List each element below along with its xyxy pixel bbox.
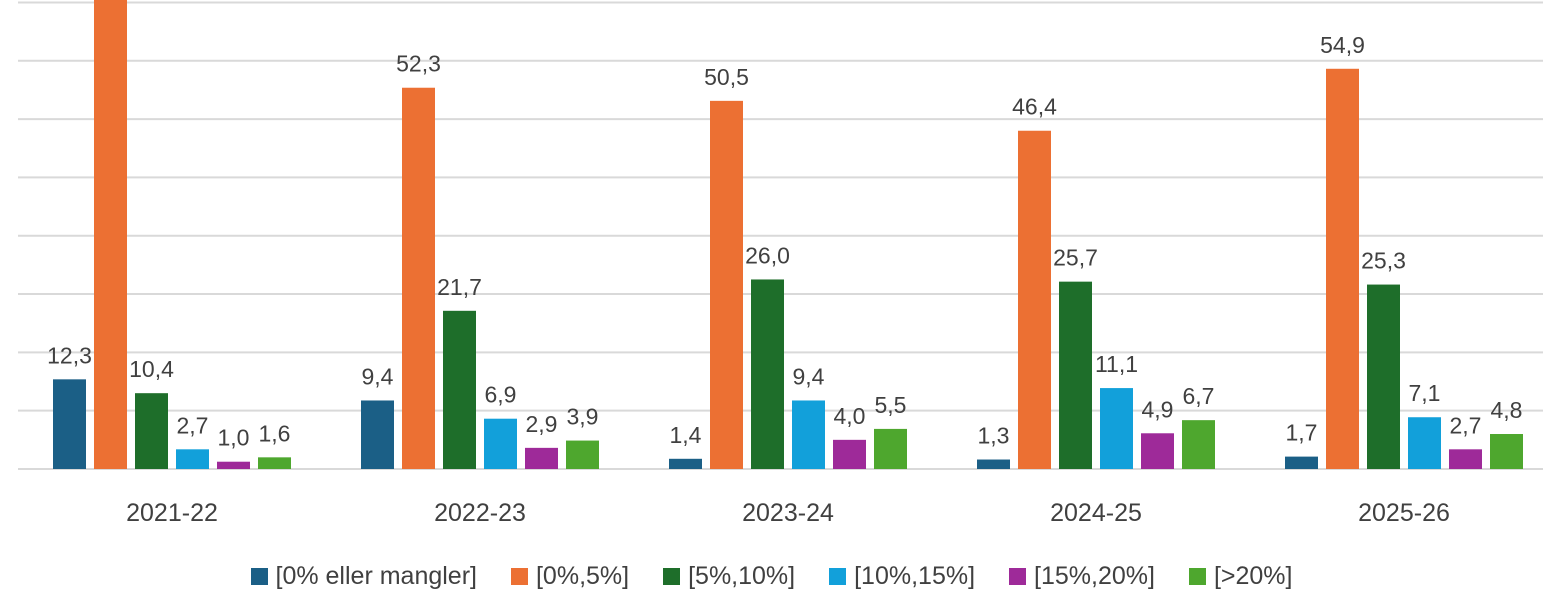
- bar: [1141, 433, 1174, 469]
- bar: [1059, 281, 1092, 469]
- bar: [176, 449, 209, 469]
- data-label: 11,1: [1095, 351, 1138, 377]
- legend-swatch: [1009, 568, 1027, 585]
- bar: [874, 428, 907, 469]
- bar: [977, 459, 1010, 469]
- legend-item: [15%,20%]: [1009, 562, 1155, 591]
- data-label: 1,4: [670, 422, 702, 448]
- legend-label: [0%,5%]: [535, 562, 630, 590]
- legend-swatch: [663, 568, 681, 585]
- data-label: 5,5: [875, 392, 907, 418]
- data-label: 9,4: [362, 363, 394, 389]
- bar: [751, 279, 784, 469]
- data-label: 4,8: [1491, 397, 1523, 423]
- legend-swatch: [829, 568, 847, 585]
- data-label: 1,6: [259, 420, 291, 446]
- bar: [1408, 417, 1441, 469]
- bar: [402, 87, 435, 469]
- bar: [1326, 68, 1359, 470]
- data-label: 2,7: [177, 412, 209, 438]
- bar: [833, 439, 866, 469]
- data-label: 12,3: [47, 342, 92, 368]
- legend-swatch: [510, 568, 528, 585]
- data-label: 25,3: [1361, 248, 1406, 274]
- bar: [135, 393, 168, 469]
- legend-label: [15%,20%]: [1034, 562, 1155, 590]
- bar: [361, 400, 394, 469]
- legend-label: [5%,10%]: [688, 562, 796, 590]
- legend-item: [10%,15%]: [829, 562, 975, 591]
- bar: [792, 400, 825, 469]
- data-label: 6,7: [1183, 383, 1215, 409]
- legend-label: [10%,15%]: [854, 562, 976, 590]
- bar: [484, 418, 517, 469]
- data-label: 2,7: [1450, 412, 1482, 438]
- legend-swatch: [250, 568, 268, 585]
- bar: [1449, 449, 1482, 469]
- legend-item: [0% eller mangler]: [250, 562, 477, 591]
- bar: [94, 0, 127, 469]
- x-tick-label: 2023-24: [742, 499, 834, 527]
- bar: [53, 379, 86, 469]
- x-tick-label: 2024-25: [1050, 499, 1142, 527]
- data-label: 6,9: [485, 382, 517, 408]
- data-label: 1,0: [218, 425, 250, 451]
- bar: [217, 461, 250, 469]
- legend-swatch: [1188, 568, 1206, 585]
- data-label: 10,4: [129, 356, 174, 382]
- data-label: 26,0: [745, 242, 790, 268]
- bar: [1285, 456, 1318, 469]
- legend-item: [0%,5%]: [510, 562, 630, 591]
- bar: [1490, 434, 1523, 469]
- bar: [669, 458, 702, 469]
- legend-label: [0% eller mangler]: [275, 562, 477, 590]
- legend-item: [>20%]: [1188, 562, 1293, 591]
- bar: [1182, 420, 1215, 469]
- data-label: 7,1: [1409, 380, 1441, 406]
- x-tick-label: 2022-23: [434, 499, 526, 527]
- x-tick-label: 2025-26: [1358, 499, 1450, 527]
- bar: [258, 457, 291, 469]
- legend-item: [5%,10%]: [663, 562, 795, 591]
- bar: [1018, 130, 1051, 469]
- data-label: 2,9: [526, 411, 558, 437]
- legend-label: [>20%]: [1213, 562, 1293, 590]
- bar: [525, 447, 558, 469]
- data-label: 4,0: [834, 403, 866, 429]
- data-label: 25,7: [1053, 245, 1098, 271]
- bar: [710, 100, 743, 469]
- data-label: 3,9: [567, 404, 599, 430]
- data-label: 46,4: [1012, 94, 1057, 120]
- data-label: 50,5: [704, 64, 749, 90]
- data-label: 1,7: [1286, 420, 1318, 446]
- chart-legend: [0% eller mangler] [0%,5%] [5%,10%] [10%,15…: [0, 562, 1543, 591]
- data-label: 54,9: [1320, 32, 1365, 58]
- bar: [1100, 388, 1133, 469]
- data-label: 52,3: [396, 51, 441, 77]
- bar: [1367, 284, 1400, 469]
- bar: [566, 440, 599, 469]
- data-label: 9,4: [793, 363, 825, 389]
- data-label: 1,3: [978, 423, 1010, 449]
- data-label: 21,7: [437, 274, 482, 300]
- bar: [443, 310, 476, 469]
- data-label: 4,9: [1142, 396, 1174, 422]
- x-tick-label: 2021-22: [126, 499, 218, 527]
